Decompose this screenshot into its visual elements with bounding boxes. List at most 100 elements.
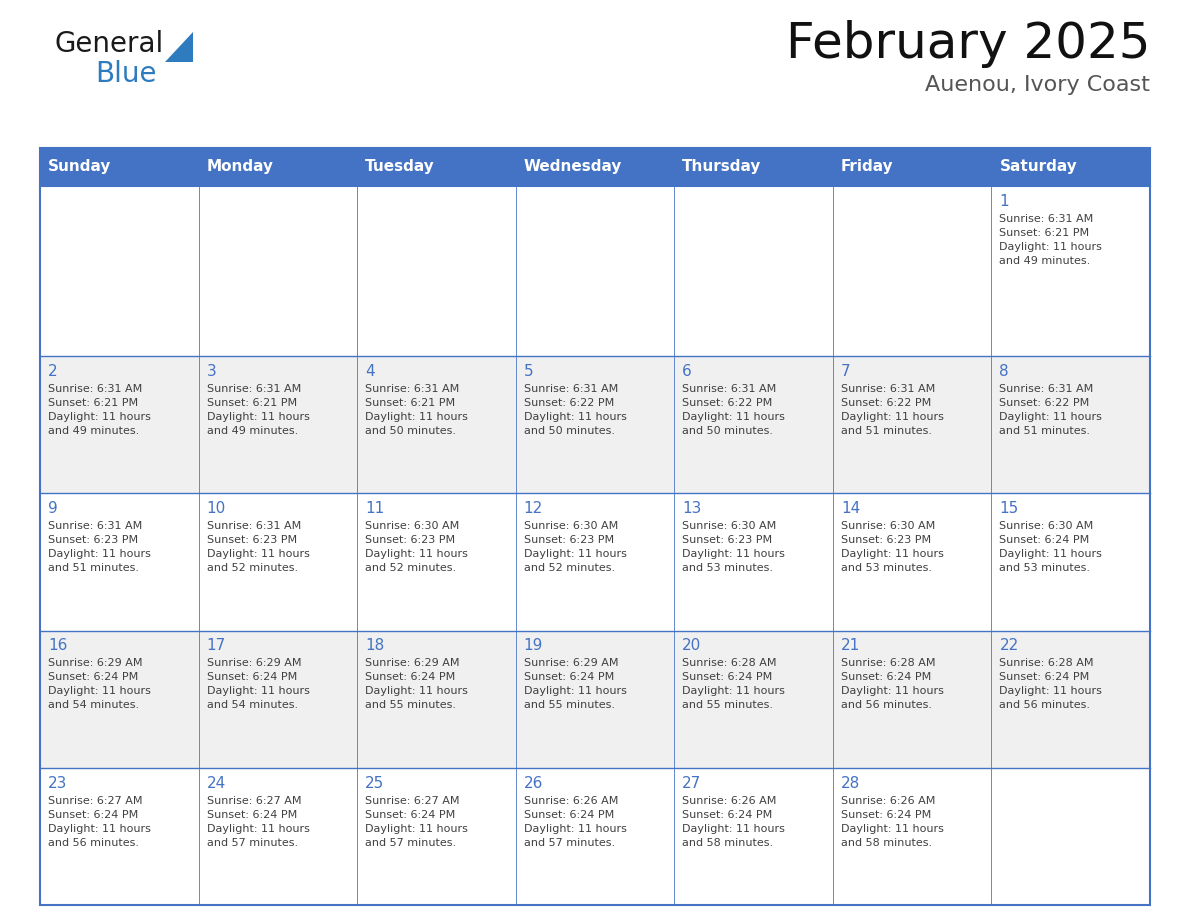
Bar [516, 148, 675, 186]
Text: Sunrise: 6:31 AM: Sunrise: 6:31 AM [999, 214, 1094, 224]
Text: Sunrise: 6:31 AM: Sunrise: 6:31 AM [365, 384, 460, 394]
Text: Sunset: 6:21 PM: Sunset: 6:21 PM [365, 398, 455, 408]
Text: Sunrise: 6:27 AM: Sunrise: 6:27 AM [207, 796, 301, 806]
Text: 19: 19 [524, 639, 543, 654]
Text: Sunrise: 6:31 AM: Sunrise: 6:31 AM [524, 384, 618, 394]
Text: Sunrise: 6:29 AM: Sunrise: 6:29 AM [365, 658, 460, 668]
Text: 10: 10 [207, 501, 226, 516]
Text: Sunrise: 6:27 AM: Sunrise: 6:27 AM [365, 796, 460, 806]
Text: 12: 12 [524, 501, 543, 516]
Text: Sunset: 6:24 PM: Sunset: 6:24 PM [841, 810, 931, 820]
Text: Sunset: 6:24 PM: Sunset: 6:24 PM [841, 673, 931, 682]
Text: and 57 minutes.: and 57 minutes. [207, 838, 298, 847]
Text: and 56 minutes.: and 56 minutes. [841, 700, 931, 711]
Bar [40, 186, 198, 356]
Text: Sunrise: 6:29 AM: Sunrise: 6:29 AM [524, 658, 618, 668]
Bar [516, 493, 675, 631]
Text: and 56 minutes.: and 56 minutes. [48, 838, 139, 847]
Text: Sunrise: 6:26 AM: Sunrise: 6:26 AM [682, 796, 777, 806]
Text: Sunrise: 6:29 AM: Sunrise: 6:29 AM [207, 658, 301, 668]
Text: Sunset: 6:24 PM: Sunset: 6:24 PM [682, 810, 772, 820]
Text: Daylight: 11 hours: Daylight: 11 hours [365, 549, 468, 559]
Text: Sunrise: 6:28 AM: Sunrise: 6:28 AM [999, 658, 1094, 668]
Text: and 57 minutes.: and 57 minutes. [365, 838, 456, 847]
Text: 8: 8 [999, 364, 1009, 379]
Text: February 2025: February 2025 [785, 20, 1150, 68]
Text: and 53 minutes.: and 53 minutes. [682, 564, 773, 573]
Text: and 55 minutes.: and 55 minutes. [682, 700, 773, 711]
Bar [516, 356, 675, 493]
Bar [992, 767, 1150, 905]
Text: and 52 minutes.: and 52 minutes. [207, 564, 298, 573]
Text: Sunset: 6:24 PM: Sunset: 6:24 PM [207, 810, 297, 820]
Text: Daylight: 11 hours: Daylight: 11 hours [48, 687, 151, 697]
Text: and 58 minutes.: and 58 minutes. [841, 838, 931, 847]
Text: 1: 1 [999, 194, 1009, 209]
Bar [992, 493, 1150, 631]
Bar [198, 767, 358, 905]
Text: Sunrise: 6:30 AM: Sunrise: 6:30 AM [682, 521, 777, 532]
Text: Sunrise: 6:28 AM: Sunrise: 6:28 AM [682, 658, 777, 668]
Text: Daylight: 11 hours: Daylight: 11 hours [999, 549, 1102, 559]
Text: and 51 minutes.: and 51 minutes. [48, 564, 139, 573]
Text: Sunrise: 6:30 AM: Sunrise: 6:30 AM [841, 521, 935, 532]
Text: Daylight: 11 hours: Daylight: 11 hours [682, 412, 785, 422]
Bar [833, 186, 992, 356]
Bar [675, 148, 833, 186]
Text: Sunset: 6:23 PM: Sunset: 6:23 PM [524, 535, 614, 545]
Text: Sunset: 6:21 PM: Sunset: 6:21 PM [999, 228, 1089, 238]
Text: Daylight: 11 hours: Daylight: 11 hours [207, 549, 309, 559]
Text: Sunrise: 6:31 AM: Sunrise: 6:31 AM [48, 384, 143, 394]
Text: 14: 14 [841, 501, 860, 516]
Text: and 52 minutes.: and 52 minutes. [524, 564, 615, 573]
Text: Daylight: 11 hours: Daylight: 11 hours [841, 823, 943, 834]
Bar [40, 631, 198, 767]
Text: Sunset: 6:23 PM: Sunset: 6:23 PM [48, 535, 138, 545]
Text: 3: 3 [207, 364, 216, 379]
Text: 21: 21 [841, 639, 860, 654]
Text: Sunrise: 6:31 AM: Sunrise: 6:31 AM [999, 384, 1094, 394]
Text: Daylight: 11 hours: Daylight: 11 hours [524, 549, 626, 559]
Text: General: General [55, 30, 164, 58]
Text: 5: 5 [524, 364, 533, 379]
Text: and 57 minutes.: and 57 minutes. [524, 838, 615, 847]
Text: Sunset: 6:22 PM: Sunset: 6:22 PM [524, 398, 614, 408]
Bar [358, 186, 516, 356]
Text: Sunset: 6:22 PM: Sunset: 6:22 PM [682, 398, 772, 408]
Text: 16: 16 [48, 639, 68, 654]
Bar [833, 767, 992, 905]
Text: Sunrise: 6:31 AM: Sunrise: 6:31 AM [48, 521, 143, 532]
Text: Daylight: 11 hours: Daylight: 11 hours [207, 412, 309, 422]
Text: Daylight: 11 hours: Daylight: 11 hours [999, 687, 1102, 697]
Text: Daylight: 11 hours: Daylight: 11 hours [524, 687, 626, 697]
Bar [675, 493, 833, 631]
Text: Daylight: 11 hours: Daylight: 11 hours [365, 412, 468, 422]
Text: and 54 minutes.: and 54 minutes. [48, 700, 139, 711]
Text: and 56 minutes.: and 56 minutes. [999, 700, 1091, 711]
Text: and 53 minutes.: and 53 minutes. [841, 564, 931, 573]
Text: Sunrise: 6:26 AM: Sunrise: 6:26 AM [841, 796, 935, 806]
Text: 27: 27 [682, 776, 702, 790]
Text: 20: 20 [682, 639, 702, 654]
Text: 24: 24 [207, 776, 226, 790]
Text: Sunset: 6:24 PM: Sunset: 6:24 PM [48, 810, 138, 820]
Text: 28: 28 [841, 776, 860, 790]
Text: Daylight: 11 hours: Daylight: 11 hours [48, 412, 151, 422]
Text: and 50 minutes.: and 50 minutes. [365, 426, 456, 436]
Text: Sunrise: 6:31 AM: Sunrise: 6:31 AM [207, 384, 301, 394]
Text: and 49 minutes.: and 49 minutes. [48, 426, 139, 436]
Text: Daylight: 11 hours: Daylight: 11 hours [682, 687, 785, 697]
Text: Daylight: 11 hours: Daylight: 11 hours [841, 412, 943, 422]
Text: Sunrise: 6:27 AM: Sunrise: 6:27 AM [48, 796, 143, 806]
Text: Sunday: Sunday [48, 160, 112, 174]
Text: Daylight: 11 hours: Daylight: 11 hours [365, 823, 468, 834]
Text: Sunrise: 6:29 AM: Sunrise: 6:29 AM [48, 658, 143, 668]
Polygon shape [165, 32, 192, 62]
Text: Sunset: 6:23 PM: Sunset: 6:23 PM [841, 535, 931, 545]
Text: Sunset: 6:24 PM: Sunset: 6:24 PM [365, 673, 455, 682]
Bar [198, 186, 358, 356]
Text: Sunrise: 6:30 AM: Sunrise: 6:30 AM [524, 521, 618, 532]
Text: Monday: Monday [207, 160, 273, 174]
Text: Daylight: 11 hours: Daylight: 11 hours [682, 823, 785, 834]
Bar [833, 631, 992, 767]
